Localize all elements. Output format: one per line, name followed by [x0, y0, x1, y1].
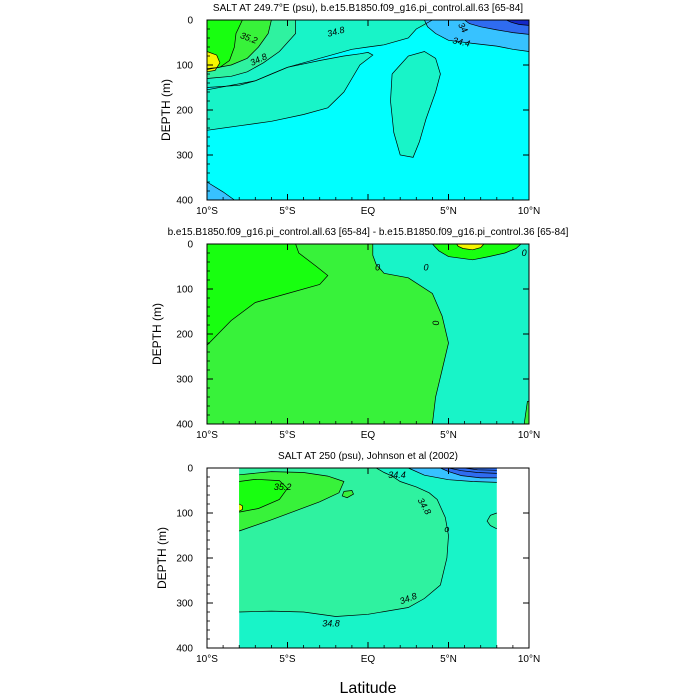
contour-line-4: [456, 243, 485, 251]
panel-3-ylabel: DEPTH (m): [155, 527, 169, 589]
panel-3: SALT AT 250 (psu), Johnson et al (2002) …: [155, 451, 540, 665]
x-tick-label: 10°N: [518, 654, 540, 665]
x-tick-label: 5°N: [440, 206, 457, 217]
panel-2: b.e15.B1850.f09_g16.pi_control.all.63 [6…: [150, 227, 569, 441]
contour-label: 0: [375, 262, 380, 272]
x-tick-label: EQ: [361, 206, 376, 217]
y-tick-label: 400: [176, 644, 193, 655]
y-tick-label: 100: [176, 509, 193, 520]
contour-line-2: [206, 20, 296, 79]
panel-1-ylabel: DEPTH (m): [159, 79, 173, 141]
panel-1-title: SALT AT 249.7°E (psu), b.e15.B1850.f09_g…: [213, 3, 523, 14]
contour-line-7: [440, 467, 497, 479]
contour-label: 34.8: [326, 25, 346, 39]
x-tick-label: EQ: [361, 654, 376, 665]
contour-line-1: [239, 467, 449, 617]
contour-line-5: [206, 51, 221, 73]
x-tick-label: 5°N: [440, 654, 457, 665]
contour-label: 0: [522, 248, 527, 258]
y-tick-label: 200: [176, 106, 193, 117]
contour-line-3: [239, 478, 288, 513]
contour-label: 35.2: [274, 482, 292, 492]
contour-line-5: [523, 401, 529, 425]
fill-region-4: [239, 479, 288, 513]
y-tick-label: 300: [176, 375, 193, 386]
fill-region-5: [239, 504, 243, 512]
fill-region-2: [372, 244, 529, 424]
y-tick-label: 0: [187, 464, 193, 475]
y-tick-label: 0: [187, 240, 193, 251]
contour-line-4: [206, 19, 243, 69]
contour-line-3: [432, 243, 522, 261]
contour-line-8: [448, 467, 497, 474]
y-tick-label: 100: [176, 285, 193, 296]
x-tick-label: 5°S: [279, 430, 296, 441]
fill-region-5: [524, 401, 529, 424]
x-tick-label: 5°N: [440, 430, 457, 441]
fill-region-11: [207, 52, 373, 131]
y-tick-label: 300: [176, 151, 193, 162]
fill-region-1: [207, 244, 328, 346]
fill-region-8: [440, 468, 497, 478]
fill-region-7: [464, 20, 529, 35]
contour-line-5: [341, 490, 354, 499]
contour-label: 34.4: [388, 470, 406, 480]
contour-line-4: [239, 503, 243, 512]
fill-region-10: [390, 51, 441, 158]
y-tick-label: 400: [176, 420, 193, 431]
x-axis-label: Latitude: [340, 680, 397, 697]
panel-2-plot: 0 0 0 0 10°S 5°S EQ 5°N 10°N 0 100 200 300 400: [176, 240, 540, 442]
contour-line-9: [206, 52, 374, 131]
contour-label: o: [444, 524, 449, 534]
contour-line-3: [206, 19, 272, 70]
panel-2-ylabel: DEPTH (m): [150, 303, 164, 365]
x-tick-label: 5°S: [279, 206, 296, 217]
contour-label: 34.4: [452, 35, 471, 48]
x-tick-label: 10°S: [196, 430, 218, 441]
contour-line-10: [390, 51, 441, 158]
x-tick-label: EQ: [361, 430, 376, 441]
contour-label: 0: [423, 262, 428, 272]
y-tick-label: 400: [176, 196, 193, 207]
contour-line-10: [486, 512, 497, 530]
y-tick-label: 100: [176, 61, 193, 72]
fill-region-8: [506, 20, 529, 26]
panel-1: SALT AT 249.7°E (psu), b.e15.B1850.f09_g…: [159, 3, 540, 217]
x-tick-label: 10°N: [518, 430, 540, 441]
contour-label: 34.8: [322, 618, 340, 628]
contour-line-6: [408, 467, 497, 483]
x-tick-label: 10°S: [196, 654, 218, 665]
contour-line-2: [372, 244, 449, 425]
contour-line-7: [464, 19, 530, 35]
contour-line-11: [206, 181, 235, 201]
fill-region-6: [342, 490, 354, 498]
x-tick-label: 10°N: [518, 206, 540, 217]
contour-label: 34: [456, 21, 470, 35]
contour-line-8: [506, 19, 530, 26]
x-tick-label: 10°S: [196, 206, 218, 217]
contour-label: 0: [430, 319, 441, 326]
contour-line-6: [424, 19, 530, 52]
contour-line-1: [206, 243, 329, 346]
y-tick-label: 200: [176, 330, 193, 341]
panel-2-title: b.e15.B1850.f09_g16.pi_control.all.63 [6…: [168, 227, 569, 238]
y-tick-label: 0: [187, 16, 193, 27]
y-tick-label: 300: [176, 599, 193, 610]
fill-region-3: [432, 244, 521, 260]
x-tick-label: 5°S: [279, 654, 296, 665]
y-tick-label: 200: [176, 554, 193, 565]
contour-line-9: [464, 467, 497, 471]
fill-region-5: [207, 51, 220, 72]
panel-3-title: SALT AT 250 (psu), Johnson et al (2002): [278, 451, 458, 462]
